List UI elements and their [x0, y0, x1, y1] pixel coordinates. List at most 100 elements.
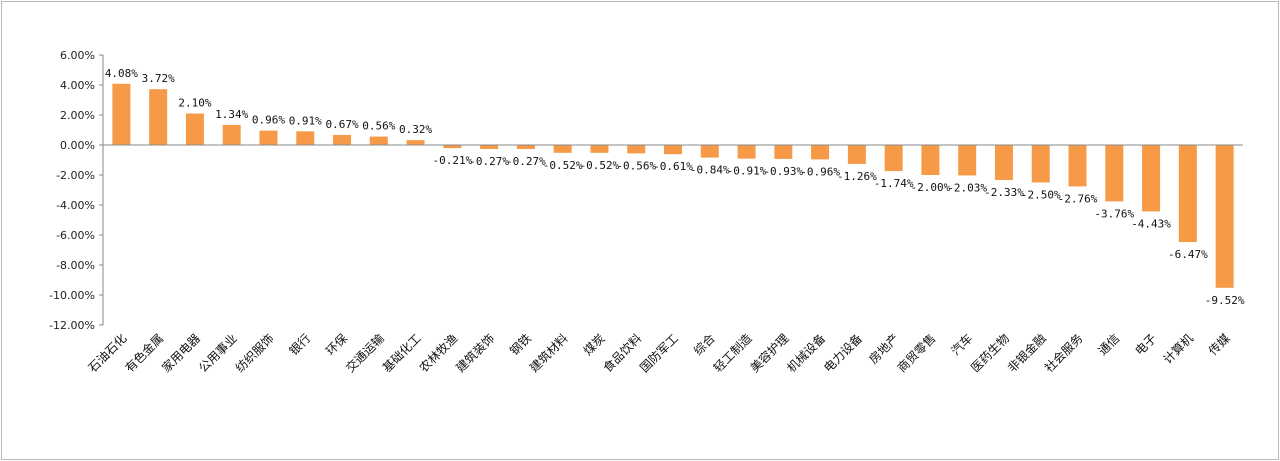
bar [553, 145, 572, 153]
category-label: 国防军工 [637, 331, 682, 376]
bar [958, 145, 977, 176]
data-label: -0.84% [690, 164, 730, 177]
category-label: 建筑材料 [526, 331, 571, 376]
category-label: 轻工制造 [711, 331, 755, 375]
data-label: 0.96% [252, 114, 285, 127]
y-tick-label: 0.00% [60, 139, 95, 152]
category-label: 建筑装饰 [453, 331, 498, 376]
data-label: -2.00% [911, 181, 951, 194]
data-label: 2.10% [178, 97, 211, 110]
bar [700, 145, 719, 158]
y-axis: 6.00% 4.00% 2.00% 0.00% -2.00% -4.00% -6.00% -8… [49, 49, 104, 332]
bar [406, 140, 425, 145]
category-label: 基础化工 [380, 331, 424, 375]
data-label: 0.91% [289, 114, 322, 127]
bar [185, 113, 204, 145]
category-label: 电子 [1132, 331, 1159, 358]
category-label: 食品饮料 [600, 331, 645, 376]
data-label: 0.67% [325, 118, 358, 131]
data-label: -1.26% [837, 170, 877, 183]
y-tick-label: 2.00% [60, 109, 95, 122]
data-label: 3.72% [142, 72, 175, 85]
bar [847, 145, 866, 164]
data-label: -0.56% [616, 159, 656, 172]
category-label: 社会服务 [1041, 331, 1086, 376]
bar [333, 134, 352, 145]
y-tick-label: 4.00% [60, 79, 95, 92]
data-label: 0.32% [399, 123, 432, 136]
bar [112, 83, 131, 145]
category-label: 钢铁 [507, 331, 534, 358]
y-tick-label: -6.00% [56, 229, 95, 242]
data-label: 0.56% [362, 120, 395, 133]
data-label: -0.93% [763, 165, 803, 178]
y-tick-label: -12.00% [49, 319, 95, 332]
data-label: -0.27% [469, 155, 509, 168]
bar [369, 136, 388, 145]
bar [1215, 145, 1234, 288]
bar [921, 145, 940, 175]
category-label: 交通运输 [342, 331, 387, 376]
category-label: 机械设备 [784, 331, 829, 376]
category-label: 纺织服饰 [233, 331, 277, 375]
bar [516, 145, 535, 150]
category-label: 商贸零售 [894, 331, 939, 376]
bar [590, 145, 609, 153]
bar [443, 145, 462, 149]
bar [1105, 145, 1124, 202]
data-label: -9.52% [1205, 294, 1245, 307]
data-label: -0.91% [727, 165, 767, 178]
category-label: 石油石化 [86, 331, 130, 375]
y-tick-label: -8.00% [56, 259, 95, 272]
bar [737, 145, 756, 159]
y-tick-label: -2.00% [56, 169, 95, 182]
category-label: 美容护理 [747, 331, 792, 376]
bar [149, 89, 168, 145]
data-label: -2.50% [1021, 189, 1061, 202]
data-labels: 4.08% 3.72%2.10% 1.34% 0.96% 0.91% 0.67% 0.56%… [105, 67, 1245, 307]
category-label: 非银金融 [1004, 331, 1049, 376]
category-label: 公用事业 [196, 331, 240, 375]
bar [664, 145, 682, 155]
category-label: 汽车 [948, 331, 976, 359]
category-label: 医药生物 [968, 331, 1012, 375]
data-label: -4.43% [1131, 217, 1171, 230]
y-tick-label: -4.00% [56, 199, 95, 212]
category-label: 电力设备 [821, 331, 865, 375]
bar [994, 145, 1013, 180]
bar [774, 145, 793, 159]
data-label: -0.21% [432, 154, 472, 167]
category-label: 煤炭 [581, 331, 608, 358]
category-label: 计算机 [1160, 331, 1196, 367]
data-label: -2.03% [947, 181, 987, 194]
data-label: -0.61% [653, 160, 693, 173]
data-label: -3.76% [1094, 207, 1134, 220]
data-label: -2.76% [1058, 192, 1098, 205]
bar [480, 145, 499, 150]
bar [259, 130, 278, 145]
data-label: -0.52% [580, 159, 620, 172]
category-label: 传媒 [1205, 331, 1233, 359]
bars [112, 83, 1234, 288]
category-label: 环保 [323, 331, 350, 358]
bar [296, 131, 315, 145]
data-label: -0.96% [800, 165, 840, 178]
data-label: -0.52% [543, 159, 583, 172]
data-label: 4.08% [105, 67, 138, 80]
data-label: 1.34% [215, 108, 248, 121]
category-label: 农林牧渔 [417, 331, 461, 375]
data-label: -0.27% [506, 155, 546, 168]
bar [811, 145, 830, 160]
category-label: 银行 [286, 331, 313, 358]
y-tick-label: 6.00% [60, 49, 95, 62]
y-tick-label: -10.00% [49, 289, 95, 302]
data-label: -6.47% [1168, 248, 1208, 261]
category-label: 通信 [1096, 331, 1123, 358]
bar [1068, 145, 1087, 187]
bar [884, 145, 903, 172]
bar [1178, 145, 1197, 243]
bar [1142, 145, 1161, 212]
